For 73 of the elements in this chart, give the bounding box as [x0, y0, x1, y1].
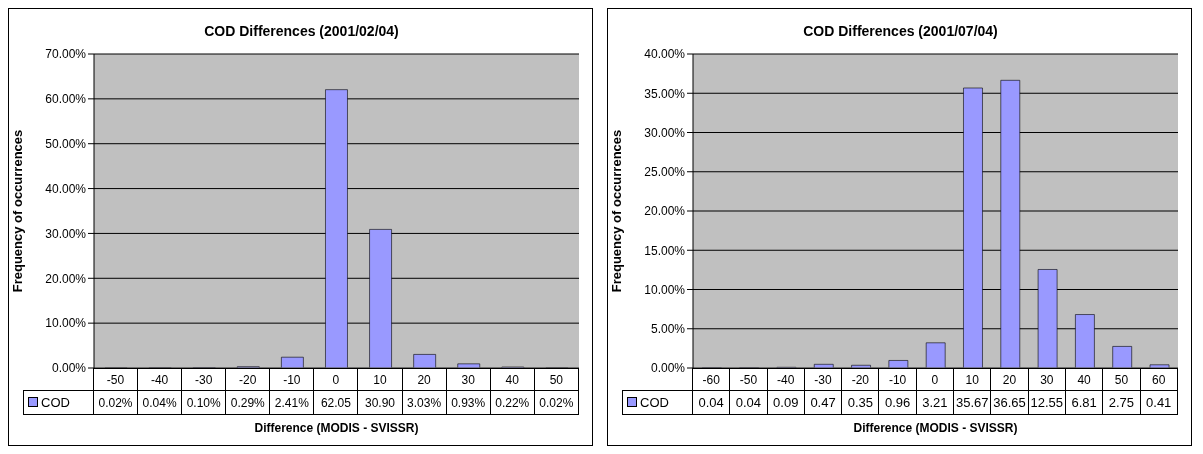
y-tick-label: 5.00% [650, 322, 686, 337]
x-tick-label: -30 [181, 368, 226, 391]
data-label: 0.22% [490, 390, 535, 415]
x-tick-label: 50 [1102, 368, 1141, 391]
y-tick-label: 50.00% [45, 136, 87, 151]
x-axis-title: Difference (MODIS - SVISSR) [852, 421, 1019, 435]
y-tick-label: 20.00% [45, 271, 87, 286]
data-label: 3.03% [402, 390, 447, 415]
x-tick-label: 50 [534, 368, 579, 391]
y-tick-label: 30.00% [45, 226, 87, 241]
data-label: 36.65 [990, 390, 1029, 415]
data-label: 30.90 [357, 390, 403, 415]
y-axis-title: Frequency of occurrences [608, 129, 624, 293]
data-label: 0.96 [878, 390, 917, 415]
data-label: 0.47 [804, 390, 842, 415]
x-tick-label: 10 [357, 368, 403, 391]
x-tick-label: -10 [269, 368, 314, 391]
x-tick-label: 40 [1065, 368, 1103, 391]
data-label: 0.02% [534, 390, 579, 415]
x-tick-label: 0 [916, 368, 954, 391]
data-label: 0.93% [446, 390, 491, 415]
data-label: 0.35 [841, 390, 879, 415]
x-tick-label: 0 [313, 368, 358, 391]
x-tick-label: 60 [1140, 368, 1178, 391]
data-label: 0.41 [1140, 390, 1178, 415]
y-tick-label: 0.00% [650, 361, 686, 376]
y-tick-label: 0.00% [51, 361, 87, 376]
x-tick-label: 20 [990, 368, 1029, 391]
data-label: 35.67 [953, 390, 991, 415]
x-axis-title: Difference (MODIS - SVISSR) [253, 421, 420, 435]
y-axis-title: Frequency of occurrences [9, 129, 25, 293]
x-tick-label: -50 [93, 368, 138, 391]
data-label: 0.04 [692, 390, 730, 415]
data-label: 0.04 [729, 390, 768, 415]
y-tick-label: 40.00% [45, 181, 87, 196]
y-tick-label: 70.00% [45, 47, 87, 62]
y-tick-label: 25.00% [644, 165, 686, 180]
y-tick-label: 10.00% [45, 316, 87, 331]
x-tick-label: 30 [446, 368, 491, 391]
y-tick-label: 40.00% [644, 47, 686, 62]
x-tick-label: -40 [137, 368, 182, 391]
chart-title: COD Differences (2001/07/04) [802, 23, 999, 39]
x-tick-label: -30 [804, 368, 842, 391]
data-label: 0.10% [181, 390, 226, 415]
x-tick-label: 30 [1028, 368, 1066, 391]
y-tick-label: 30.00% [644, 125, 686, 140]
data-label: 2.41% [269, 390, 314, 415]
data-label: 62.05 [313, 390, 358, 415]
x-tick-label: -50 [729, 368, 768, 391]
x-tick-label: -40 [767, 368, 805, 391]
x-tick-label: 40 [490, 368, 535, 391]
x-tick-label: 20 [402, 368, 447, 391]
x-tick-label: 10 [953, 368, 991, 391]
x-tick-label: -20 [225, 368, 270, 391]
data-label: 3.21 [916, 390, 954, 415]
chart-title: COD Differences (2001/02/04) [203, 23, 400, 39]
y-tick-label: 10.00% [644, 282, 686, 297]
data-label: 0.02% [93, 390, 138, 415]
data-label: 2.75 [1102, 390, 1141, 415]
x-tick-label: -10 [878, 368, 917, 391]
y-tick-label: 20.00% [644, 204, 686, 219]
x-tick-label: -60 [692, 368, 730, 391]
y-tick-label: 15.00% [644, 243, 686, 258]
data-label: 0.04% [137, 390, 182, 415]
y-tick-label: 60.00% [45, 92, 87, 107]
legend-label: COD [640, 395, 669, 410]
legend-label: COD [41, 395, 70, 410]
x-tick-label: -20 [841, 368, 879, 391]
data-label: 6.81 [1065, 390, 1103, 415]
data-label: 0.09 [767, 390, 805, 415]
data-label: 0.29% [225, 390, 270, 415]
y-tick-label: 35.00% [644, 86, 686, 101]
data-label: 12.55 [1028, 390, 1066, 415]
